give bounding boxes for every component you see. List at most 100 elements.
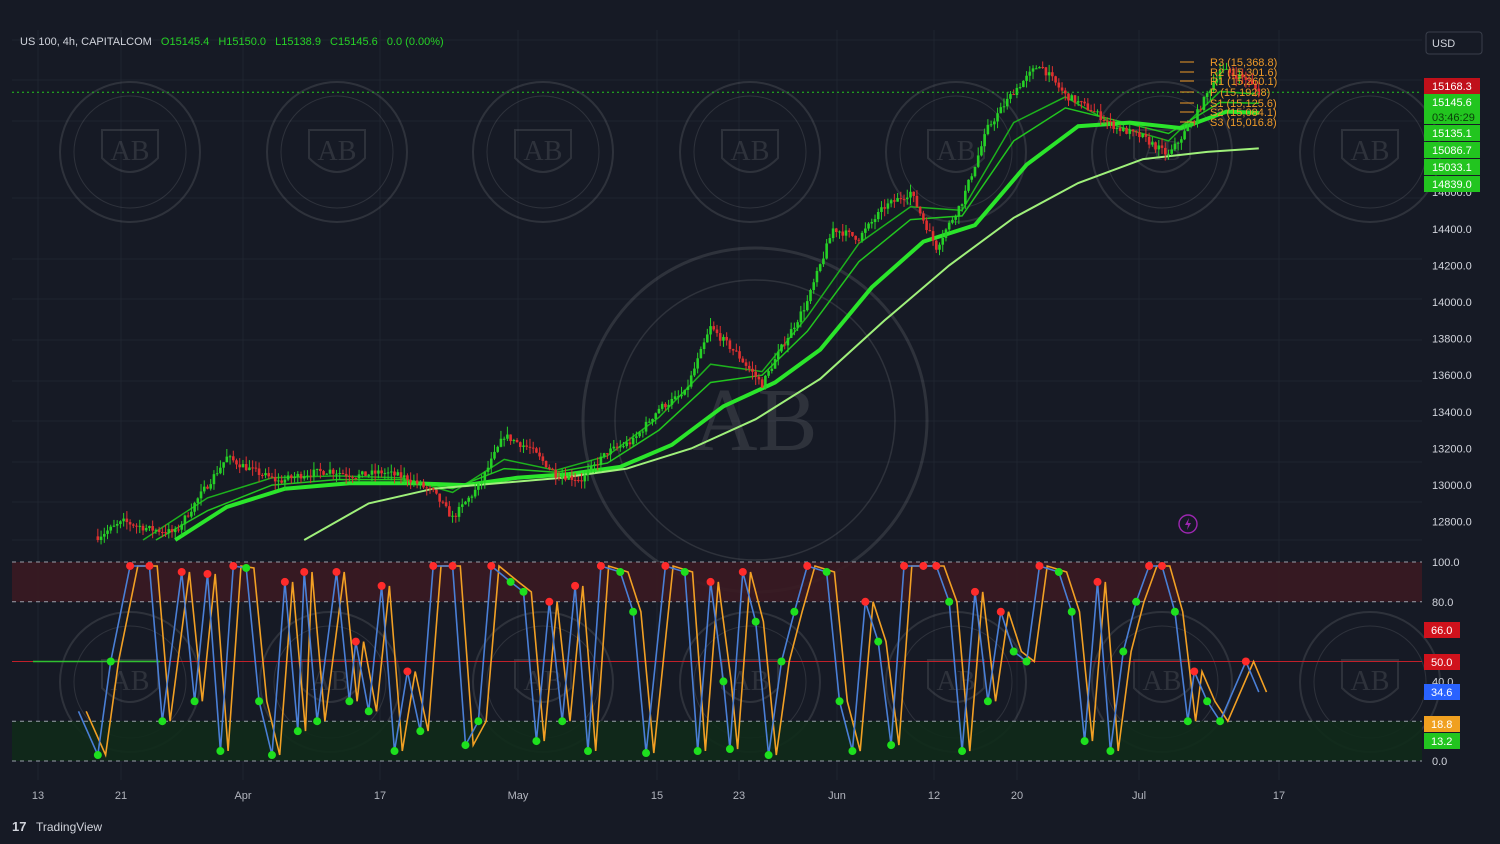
stoch-low-dot	[1080, 737, 1089, 746]
candle-body	[319, 468, 322, 472]
candle-body	[654, 413, 658, 419]
price-pane[interactable]	[12, 30, 1422, 536]
candle	[873, 214, 877, 230]
candle	[596, 457, 599, 471]
candle-body	[167, 529, 171, 534]
candle-body	[1154, 142, 1157, 150]
stoch-value-tag-label: 13.2	[1431, 736, 1452, 748]
candle	[1102, 114, 1106, 124]
candle-body	[389, 471, 393, 473]
stoch-axis[interactable]: 0.018.840.050.066.080.0100.066.050.034.6…	[1424, 557, 1460, 768]
candle	[212, 470, 216, 490]
candle-body	[934, 240, 938, 250]
candle	[206, 484, 209, 490]
candle	[1254, 80, 1257, 97]
time-axis[interactable]: 13 21 Apr 17 May 15 23 Jun 12 20 Jul 17	[32, 790, 1285, 802]
candle	[499, 430, 503, 448]
price-tag-label: 14839.0	[1432, 179, 1472, 191]
candle	[480, 474, 483, 490]
candle	[618, 440, 622, 452]
candle-body	[386, 472, 390, 474]
price-tick-label: 13200.0	[1432, 443, 1472, 455]
stoch-high-dot	[1145, 561, 1154, 570]
candle	[967, 179, 970, 193]
candle	[473, 483, 477, 499]
candle	[989, 120, 993, 128]
candle-body	[751, 368, 754, 372]
time-tick-label: 20	[1011, 790, 1023, 802]
candle-body	[1157, 145, 1161, 150]
candle	[296, 471, 300, 483]
candle-body	[577, 480, 580, 482]
candle-body	[322, 471, 325, 475]
countdown-label: 03:46:29	[1432, 112, 1475, 124]
candle-body	[206, 486, 209, 489]
candle	[422, 479, 425, 489]
candle	[338, 467, 342, 481]
candle	[667, 399, 670, 413]
candle-body	[718, 333, 722, 341]
candle	[438, 493, 441, 508]
candle-body	[431, 488, 435, 490]
candle	[899, 191, 903, 204]
candle	[219, 460, 222, 475]
currency-label[interactable]: USD	[1432, 38, 1455, 50]
candle-body	[570, 475, 574, 480]
candle	[828, 233, 832, 244]
stoch-low-dot	[1054, 567, 1063, 576]
time-tick-label: 17	[374, 790, 386, 802]
candle	[1241, 68, 1244, 85]
candle	[225, 449, 229, 463]
candle-body	[480, 481, 483, 484]
candle	[677, 390, 680, 404]
candle	[1057, 78, 1061, 92]
candle	[1041, 61, 1045, 69]
lightning-icon[interactable]	[1178, 514, 1198, 534]
tradingview-logo[interactable]: 17 TradingView	[12, 819, 102, 834]
candle	[293, 472, 296, 483]
stoch-high-dot	[861, 597, 870, 606]
candle	[1215, 72, 1219, 86]
candle	[1183, 125, 1186, 141]
candle-body	[467, 497, 470, 502]
candle-body	[1212, 82, 1215, 91]
candle-body	[889, 200, 893, 204]
candle	[1173, 137, 1177, 152]
candle-body	[351, 477, 354, 479]
currency-box[interactable]	[1425, 31, 1483, 55]
stoch-value-tag: 13.2	[1424, 733, 1460, 749]
stoch-low-dot	[293, 727, 302, 736]
candle-body	[1031, 68, 1035, 72]
candle	[599, 452, 603, 472]
candle-body	[631, 437, 635, 445]
candle	[580, 472, 583, 489]
candle	[1247, 73, 1251, 88]
candle	[477, 483, 480, 496]
candle	[796, 319, 799, 332]
candle-body	[377, 470, 380, 474]
candle-body	[760, 379, 764, 388]
stoch-high-dot	[738, 567, 747, 576]
symbol-title[interactable]: US 100, 4h, CAPITALCOM	[20, 36, 152, 48]
candle	[825, 238, 828, 260]
candle-body	[886, 203, 890, 209]
candle	[709, 318, 712, 342]
candle	[760, 377, 764, 388]
candle	[589, 460, 593, 473]
candle-body	[573, 479, 577, 481]
candle-body	[1083, 101, 1086, 104]
candle-body	[328, 469, 332, 474]
candle	[493, 444, 496, 461]
candle-body	[954, 216, 957, 220]
candle	[125, 511, 129, 530]
candle	[277, 473, 280, 489]
stoch-low-dot	[945, 597, 954, 606]
stoch-high-dot	[661, 561, 670, 570]
candle	[454, 513, 458, 523]
candle-body	[828, 238, 832, 244]
candle-body	[209, 484, 213, 489]
candle-body	[606, 453, 609, 455]
candle	[1128, 123, 1132, 140]
candle	[428, 485, 432, 494]
